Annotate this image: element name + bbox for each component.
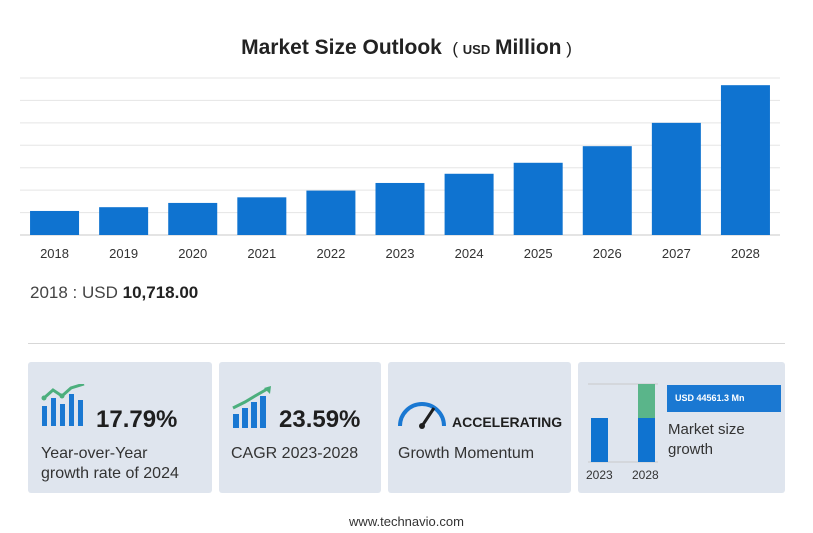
chart-title: Market Size Outlook ( USD Million ) [0, 36, 813, 60]
cagr-label: CAGR 2023-2028 [231, 445, 359, 462]
cagr-value: 23.59% [279, 406, 361, 433]
x-tick-label-2018: 2018 [40, 246, 69, 261]
bar-2019 [99, 207, 149, 235]
base-label: 2018 : USD [30, 283, 118, 302]
bar-2023 [375, 182, 425, 235]
bar-2018 [30, 210, 80, 235]
market-growth-label: Market size growth [668, 420, 768, 460]
mini-year-2023: 2023 [586, 468, 613, 482]
bar-2021 [237, 197, 287, 235]
x-tick-label-2022: 2022 [316, 246, 345, 261]
footer-source[interactable]: www.technavio.com [349, 514, 464, 529]
yoy-label-line2: growth rate of 2024 [41, 465, 179, 482]
speedometer-icon [398, 402, 446, 429]
momentum-label: Growth Momentum [398, 445, 535, 462]
x-tick-label-2020: 2020 [178, 246, 207, 261]
market-growth-label-line2: growth [668, 441, 714, 458]
bar-2020 [168, 202, 218, 235]
yoy-card: 17.79% Year-over-Year growth rate of 202… [28, 362, 212, 493]
market-growth-badge: USD 44561.3 Mn [667, 385, 781, 412]
base-amount: 10,718.00 [122, 283, 199, 302]
cagr-card: 23.59% CAGR 2023-2028 [219, 362, 381, 493]
bar-2022 [306, 190, 356, 235]
mini-bar-chart [588, 383, 658, 463]
x-tick-label-2023: 2023 [386, 246, 415, 261]
bar-chart: 2018 2019 2020 2021 2022 2023 2024 2025 2026 2027… [20, 77, 780, 261]
chart-title-text: Market Size Outlook [241, 36, 442, 59]
market-growth-label-line1: Market size [668, 421, 745, 438]
bar-2028 [720, 85, 770, 235]
growth-chart-icon [41, 384, 85, 426]
bar-2024 [444, 173, 494, 235]
unit-suffix: Million [494, 36, 562, 59]
mini-bar-growth-segment [638, 384, 655, 418]
yoy-value: 17.79% [96, 406, 178, 433]
bar-2026 [582, 146, 632, 235]
x-tick-label-2019: 2019 [109, 246, 138, 261]
x-tick-label-2024: 2024 [455, 246, 484, 261]
x-tick-label-2025: 2025 [524, 246, 553, 261]
base-value: 2018 : USD 10,718.00 [30, 283, 198, 303]
mini-bar-2028 [638, 418, 655, 462]
x-tick-label-2028: 2028 [731, 246, 760, 261]
mini-bar-2023 [591, 418, 608, 462]
momentum-card: ACCELERATING Growth Momentum [388, 362, 571, 493]
bar-growth-icon [232, 386, 271, 428]
yoy-label: Year-over-Year growth rate of 2024 [41, 444, 179, 484]
bar-2025 [513, 162, 563, 235]
divider [28, 343, 785, 344]
yoy-label-line1: Year-over-Year [41, 445, 148, 462]
x-tick-label-2027: 2027 [662, 246, 691, 261]
momentum-value: ACCELERATING [452, 414, 563, 430]
chart-unit: ( USD Million ) [447, 36, 572, 59]
x-tick-label-2026: 2026 [593, 246, 622, 261]
bar-2027 [651, 122, 701, 235]
x-tick-label-2021: 2021 [247, 246, 276, 261]
mini-year-2028: 2028 [632, 468, 659, 482]
unit-prefix: USD [462, 42, 491, 57]
